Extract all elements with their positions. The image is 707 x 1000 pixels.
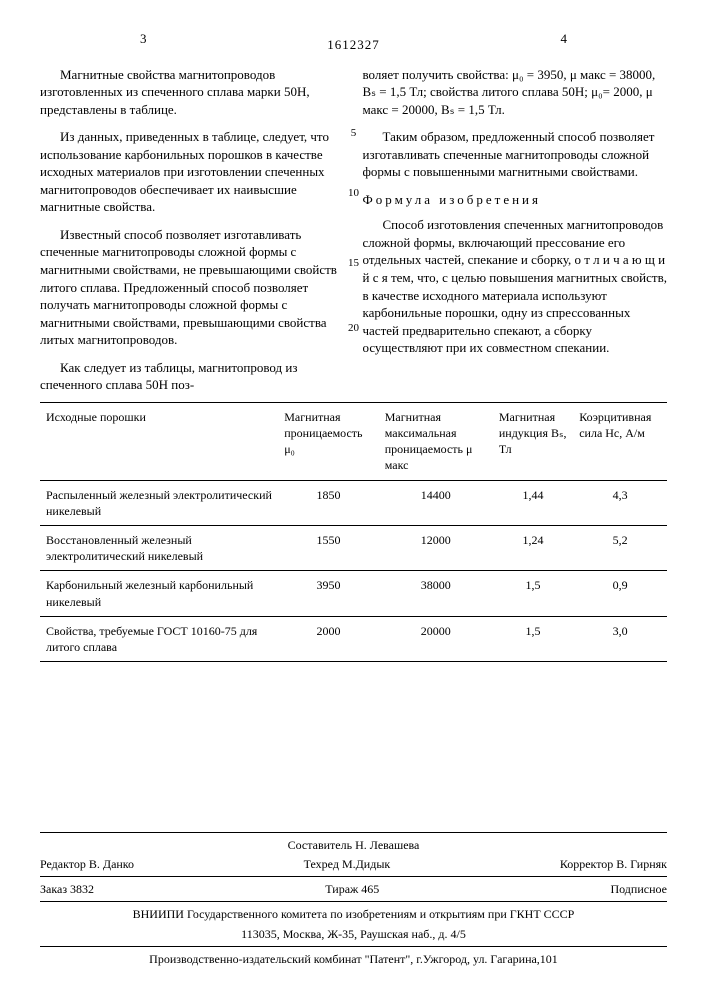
paragraph: воляет получить свойства: μ₀ = 3950, μ м… <box>363 66 668 119</box>
cell: Распыленный железный электролитический н… <box>40 480 278 525</box>
cell: 4,3 <box>573 480 667 525</box>
cell: 0,9 <box>573 571 667 616</box>
line-mark: 10 <box>348 186 359 201</box>
line-mark: 15 <box>348 256 359 271</box>
compiler: Составитель Н. Левашева <box>40 837 667 853</box>
cell: 14400 <box>379 480 493 525</box>
paragraph: Таким образом, предложенный способ позво… <box>363 128 668 181</box>
cell: 2000 <box>278 616 378 661</box>
paragraph: Магнитные свойства магнитопроводов изгот… <box>40 66 345 119</box>
page-num-left: 3 <box>140 30 147 48</box>
divider <box>40 901 667 902</box>
text-columns: 5 10 15 20 Магнитные свойства магнитопро… <box>40 66 667 394</box>
paragraph: Известный способ позволяет изготавливать… <box>40 226 345 349</box>
editor: Редактор В. Данко <box>40 856 134 872</box>
cell: 1,24 <box>493 525 573 570</box>
divider <box>40 832 667 833</box>
paragraph: Из данных, приведенных в таблице, следуе… <box>40 128 345 216</box>
producer: Производственно-издательский комбинат "П… <box>40 951 667 967</box>
line-mark: 5 <box>351 126 357 141</box>
cell: 38000 <box>379 571 493 616</box>
col-header: Коэрцитивная сила Hc, А/м <box>573 402 667 480</box>
col-header: Магнитная индукция Bₛ, Тл <box>493 402 573 480</box>
table-header-row: Исходные порошки Магнитная проницаемость… <box>40 402 667 480</box>
divider <box>40 876 667 877</box>
table-row: Карбонильный железный карбонильный никел… <box>40 571 667 616</box>
cell: 20000 <box>379 616 493 661</box>
cell: Свойства, требуемые ГОСТ 10160-75 для ли… <box>40 616 278 661</box>
cell: 1,44 <box>493 480 573 525</box>
col-header: Магнитная проницаемость μ₀ <box>278 402 378 480</box>
tirazh: Тираж 465 <box>325 881 379 897</box>
cell: 5,2 <box>573 525 667 570</box>
cell: 12000 <box>379 525 493 570</box>
formula-title: Формула изобретения <box>363 191 668 209</box>
table-row: Восстановленный железный электролитическ… <box>40 525 667 570</box>
cell: 3,0 <box>573 616 667 661</box>
footer-row: Редактор В. Данко Техред М.Дидык Коррект… <box>40 856 667 872</box>
footer-row: Заказ 3832 Тираж 465 Подписное <box>40 881 667 897</box>
page-num-right: 4 <box>561 30 568 48</box>
cell: 3950 <box>278 571 378 616</box>
cell: 1,5 <box>493 571 573 616</box>
cell: Карбонильный железный карбонильный никел… <box>40 571 278 616</box>
subscription: Подписное <box>610 881 667 897</box>
line-mark: 20 <box>348 321 359 336</box>
cell: 1550 <box>278 525 378 570</box>
corrector: Корректор В. Гирняк <box>560 856 667 872</box>
divider <box>40 946 667 947</box>
paragraph: Как следует из таблицы, магнитопровод из… <box>40 359 345 394</box>
cell: 1,5 <box>493 616 573 661</box>
table-row: Свойства, требуемые ГОСТ 10160-75 для ли… <box>40 616 667 661</box>
left-column: Магнитные свойства магнитопроводов изгот… <box>40 66 345 394</box>
properties-table: Исходные порошки Магнитная проницаемость… <box>40 402 667 662</box>
paragraph: Способ изготовления спеченных магнитопро… <box>363 216 668 356</box>
document-number: 1612327 <box>40 36 667 54</box>
cell: Восстановленный железный электролитическ… <box>40 525 278 570</box>
tech-editor: Техред М.Дидык <box>304 856 391 872</box>
address: 113035, Москва, Ж-35, Раушская наб., д. … <box>40 926 667 942</box>
right-column: воляет получить свойства: μ₀ = 3950, μ м… <box>363 66 668 394</box>
organization: ВНИИПИ Государственного комитета по изоб… <box>40 906 667 922</box>
cell: 1850 <box>278 480 378 525</box>
footer: Составитель Н. Левашева Редактор В. Данк… <box>40 828 667 970</box>
order: Заказ 3832 <box>40 881 94 897</box>
col-header: Магнитная максимальная проницаемость μ м… <box>379 402 493 480</box>
table-row: Распыленный железный электролитический н… <box>40 480 667 525</box>
col-header: Исходные порошки <box>40 402 278 480</box>
